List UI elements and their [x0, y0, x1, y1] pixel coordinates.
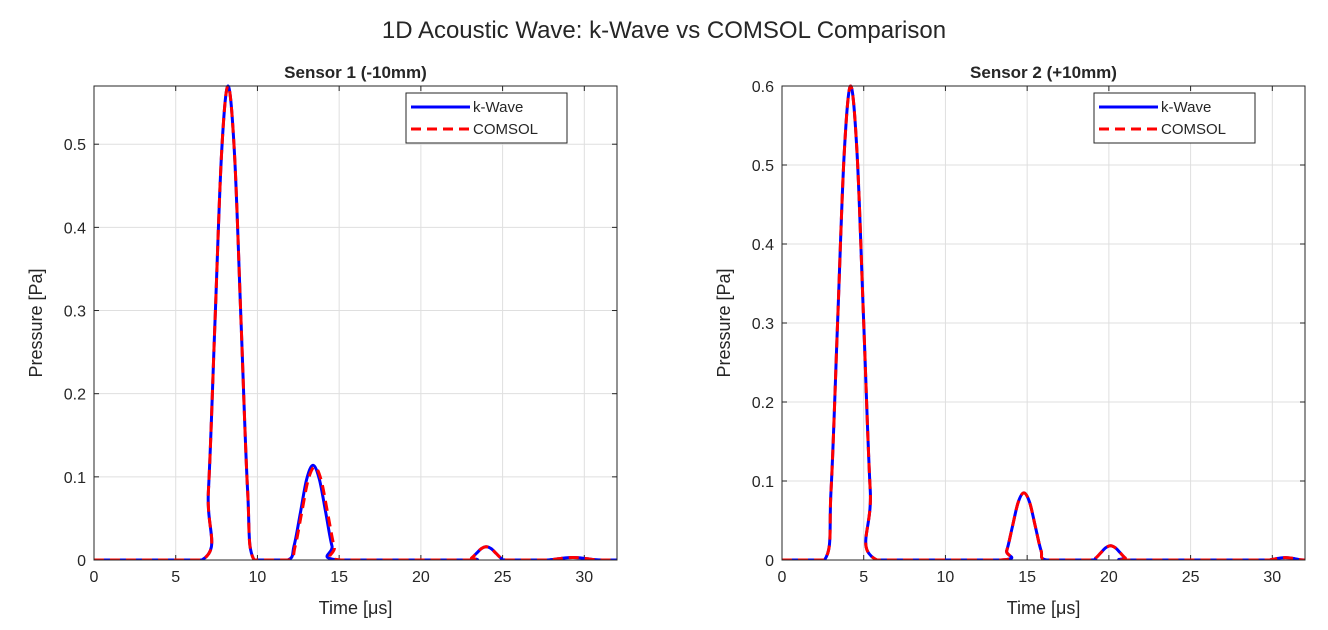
- y-tick-label: 0.3: [752, 316, 774, 333]
- subplot-sensor-2: 0 5 10 15 20 25 30 0 0.1 0.2 0.3 0.4 0.5 0.6 Sensor 2 …: [714, 63, 1306, 618]
- y-tick-label: 0.1: [752, 474, 774, 491]
- x-tick-label: 15: [1018, 569, 1036, 586]
- x-tick-label: 0: [90, 569, 99, 586]
- legend-label: k-Wave: [473, 99, 523, 116]
- x-tick-label: 20: [1100, 569, 1118, 586]
- axes-box: [781, 85, 1306, 561]
- y-tick-label: 0: [765, 553, 774, 570]
- series-line-comsol: [94, 84, 617, 560]
- legend: k-Wave COMSOL: [405, 92, 568, 144]
- legend-label: COMSOL: [1161, 121, 1226, 138]
- y-tick-label: 0.3: [64, 304, 86, 321]
- figure-title: 1D Acoustic Wave: k-Wave vs COMSOL Compa…: [382, 17, 946, 44]
- x-tick-label: 10: [249, 569, 267, 586]
- y-tick-label: 0.1: [64, 470, 86, 487]
- legend-label: COMSOL: [473, 121, 538, 138]
- legend-box: [1093, 92, 1256, 144]
- x-tick-label: 20: [412, 569, 430, 586]
- subplot-sensor-1: 0 5 10 15 20 25 30 0 0.1 0.2 0.3 0.4 0.5 Sensor 1 (-1…: [26, 63, 618, 618]
- x-axis-label: Time [μs]: [1007, 598, 1081, 618]
- series-line-comsol: [782, 84, 1305, 560]
- x-tick-label: 25: [1182, 569, 1200, 586]
- legend-label: k-Wave: [1161, 99, 1211, 116]
- y-axis-label: Pressure [Pa]: [714, 268, 734, 377]
- subplot-title: Sensor 1 (-10mm): [284, 63, 427, 82]
- x-tick-label: 15: [330, 569, 348, 586]
- x-tick-label: 5: [171, 569, 180, 586]
- y-tick-label: 0.2: [752, 395, 774, 412]
- axes-box: [93, 85, 618, 561]
- y-tick-label: 0.6: [752, 79, 774, 96]
- x-axis-label: Time [μs]: [319, 598, 393, 618]
- y-tick-label: 0.4: [752, 237, 774, 254]
- y-tick-label: 0.5: [64, 137, 86, 154]
- legend: k-Wave COMSOL: [1093, 92, 1256, 144]
- y-axis-label: Pressure [Pa]: [26, 268, 46, 377]
- subplot-title: Sensor 2 (+10mm): [970, 63, 1117, 82]
- y-tick-label: 0.5: [752, 158, 774, 175]
- x-tick-label: 5: [859, 569, 868, 586]
- y-tick-label: 0: [77, 553, 86, 570]
- legend-box: [405, 92, 568, 144]
- x-tick-label: 30: [1263, 569, 1281, 586]
- plot-area: [94, 86, 617, 560]
- y-tick-label: 0.2: [64, 387, 86, 404]
- x-tick-label: 25: [494, 569, 512, 586]
- x-tick-label: 0: [778, 569, 787, 586]
- y-tick-label: 0.4: [64, 220, 86, 237]
- x-tick-label: 30: [575, 569, 593, 586]
- x-tick-label: 10: [937, 569, 955, 586]
